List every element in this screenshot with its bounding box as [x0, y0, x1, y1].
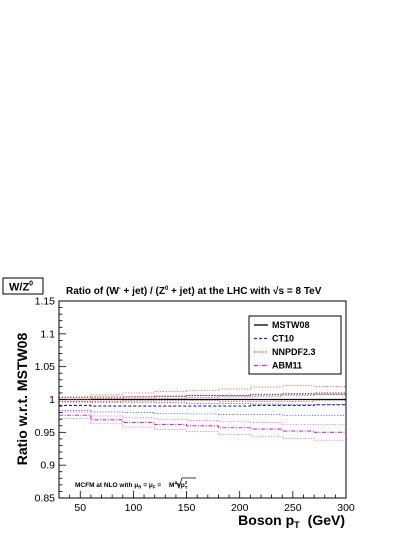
y-tick-label: 0.85 — [35, 493, 56, 505]
title-part-1: Ratio of (W — [66, 286, 119, 297]
x-tick-label: 300 — [337, 502, 355, 514]
legend-label-mstw08: MSTW08 — [272, 320, 310, 330]
y-tick-label: 1.1 — [40, 328, 55, 340]
x-tick-labels: 50 100 150 200 250 300 — [74, 502, 354, 514]
legend-label-ct10: CT10 — [272, 334, 294, 344]
y-axis-label: Ratio w.r.t. MSTW08 — [14, 333, 30, 466]
legend-label-nnpdf2-3: NNPDF2.3 — [272, 347, 316, 357]
y-tick-label: 1.15 — [35, 296, 56, 308]
corner-label-main: W/Z — [9, 282, 29, 294]
central-lines — [59, 392, 346, 433]
band-upper-nnpdf2-3 — [59, 385, 346, 398]
title-sup-1: - — [119, 286, 121, 292]
y-tick-label: 1.05 — [35, 361, 56, 373]
annotation: MCFM at NLO with μR = μF = M2+p2 T — [75, 480, 188, 490]
x-tick-label: 250 — [284, 502, 302, 514]
annotation-mu-r: μ — [134, 482, 138, 489]
annotation-sub-t: T — [185, 485, 188, 490]
band-lower-nnpdf2-3 — [59, 399, 346, 403]
annotation-eq: = — [141, 482, 148, 489]
title-part-3: + jet) at the LHC with — [168, 286, 273, 297]
band-upper-mstw08 — [59, 393, 346, 398]
x-axis-label-sub: T — [294, 520, 300, 530]
annotation-eq2: = — [156, 482, 163, 489]
x-axis-label: Boson pT (GeV) — [238, 512, 345, 530]
legend-box — [248, 315, 342, 375]
x-axis-label-unit: (GeV) — [308, 512, 345, 528]
x-tick-label: 200 — [231, 502, 249, 514]
x-tick-label: 100 — [125, 502, 143, 514]
annotation-sqrt-sign — [174, 477, 196, 490]
x-axis-label-main: Boson p — [238, 512, 294, 528]
annotation-mu-f: μ — [149, 482, 153, 489]
title-part-2: + jet) / (Z — [121, 286, 165, 297]
y-tick-label: 0.95 — [35, 427, 56, 439]
y-tick-label: 1 — [49, 394, 55, 406]
corner-label: W/Z0 — [9, 281, 33, 294]
x-tick-label: 150 — [178, 502, 196, 514]
axis-ticks — [59, 300, 347, 499]
annotation-sub-r: R — [138, 485, 142, 490]
chart-title: Ratio of (W- + jet) / (Z0 + jet) at the … — [66, 286, 322, 297]
corner-label-sup: 0 — [29, 281, 33, 288]
series-line-ct10 — [59, 404, 346, 407]
title-sup-2: 0 — [165, 286, 169, 292]
annotation-plus: +p — [177, 482, 185, 489]
x-tick-label: 50 — [74, 502, 86, 514]
series-line-nnpdf2-3 — [59, 392, 346, 401]
annotation-sup-m: 2 — [174, 480, 177, 485]
band-lower-ct10 — [59, 410, 346, 416]
annotation-pre: MCFM at NLO with — [75, 482, 134, 489]
band-lower-abm11 — [59, 418, 346, 441]
legend-label-abm11: ABM11 — [272, 361, 302, 371]
annotation-sub-f: F — [153, 485, 156, 490]
title-sqrt: √ — [273, 286, 279, 297]
band-lower-mstw08 — [59, 401, 346, 406]
annotation-sup-p: 2 — [185, 480, 188, 485]
band-upper-abm11 — [59, 411, 346, 425]
annotation-sqrt: M — [169, 482, 174, 489]
legend: MSTW08 CT10 NNPDF2.3 ABM11 — [248, 315, 342, 375]
corner-label-box — [2, 277, 44, 295]
series-line-abm11 — [59, 414, 346, 433]
y-tick-labels: 0.85 0.9 0.95 1 1.05 1.1 1.15 — [35, 296, 56, 505]
y-tick-label: 0.9 — [40, 460, 55, 472]
title-s: s = 8 TeV — [279, 286, 322, 297]
